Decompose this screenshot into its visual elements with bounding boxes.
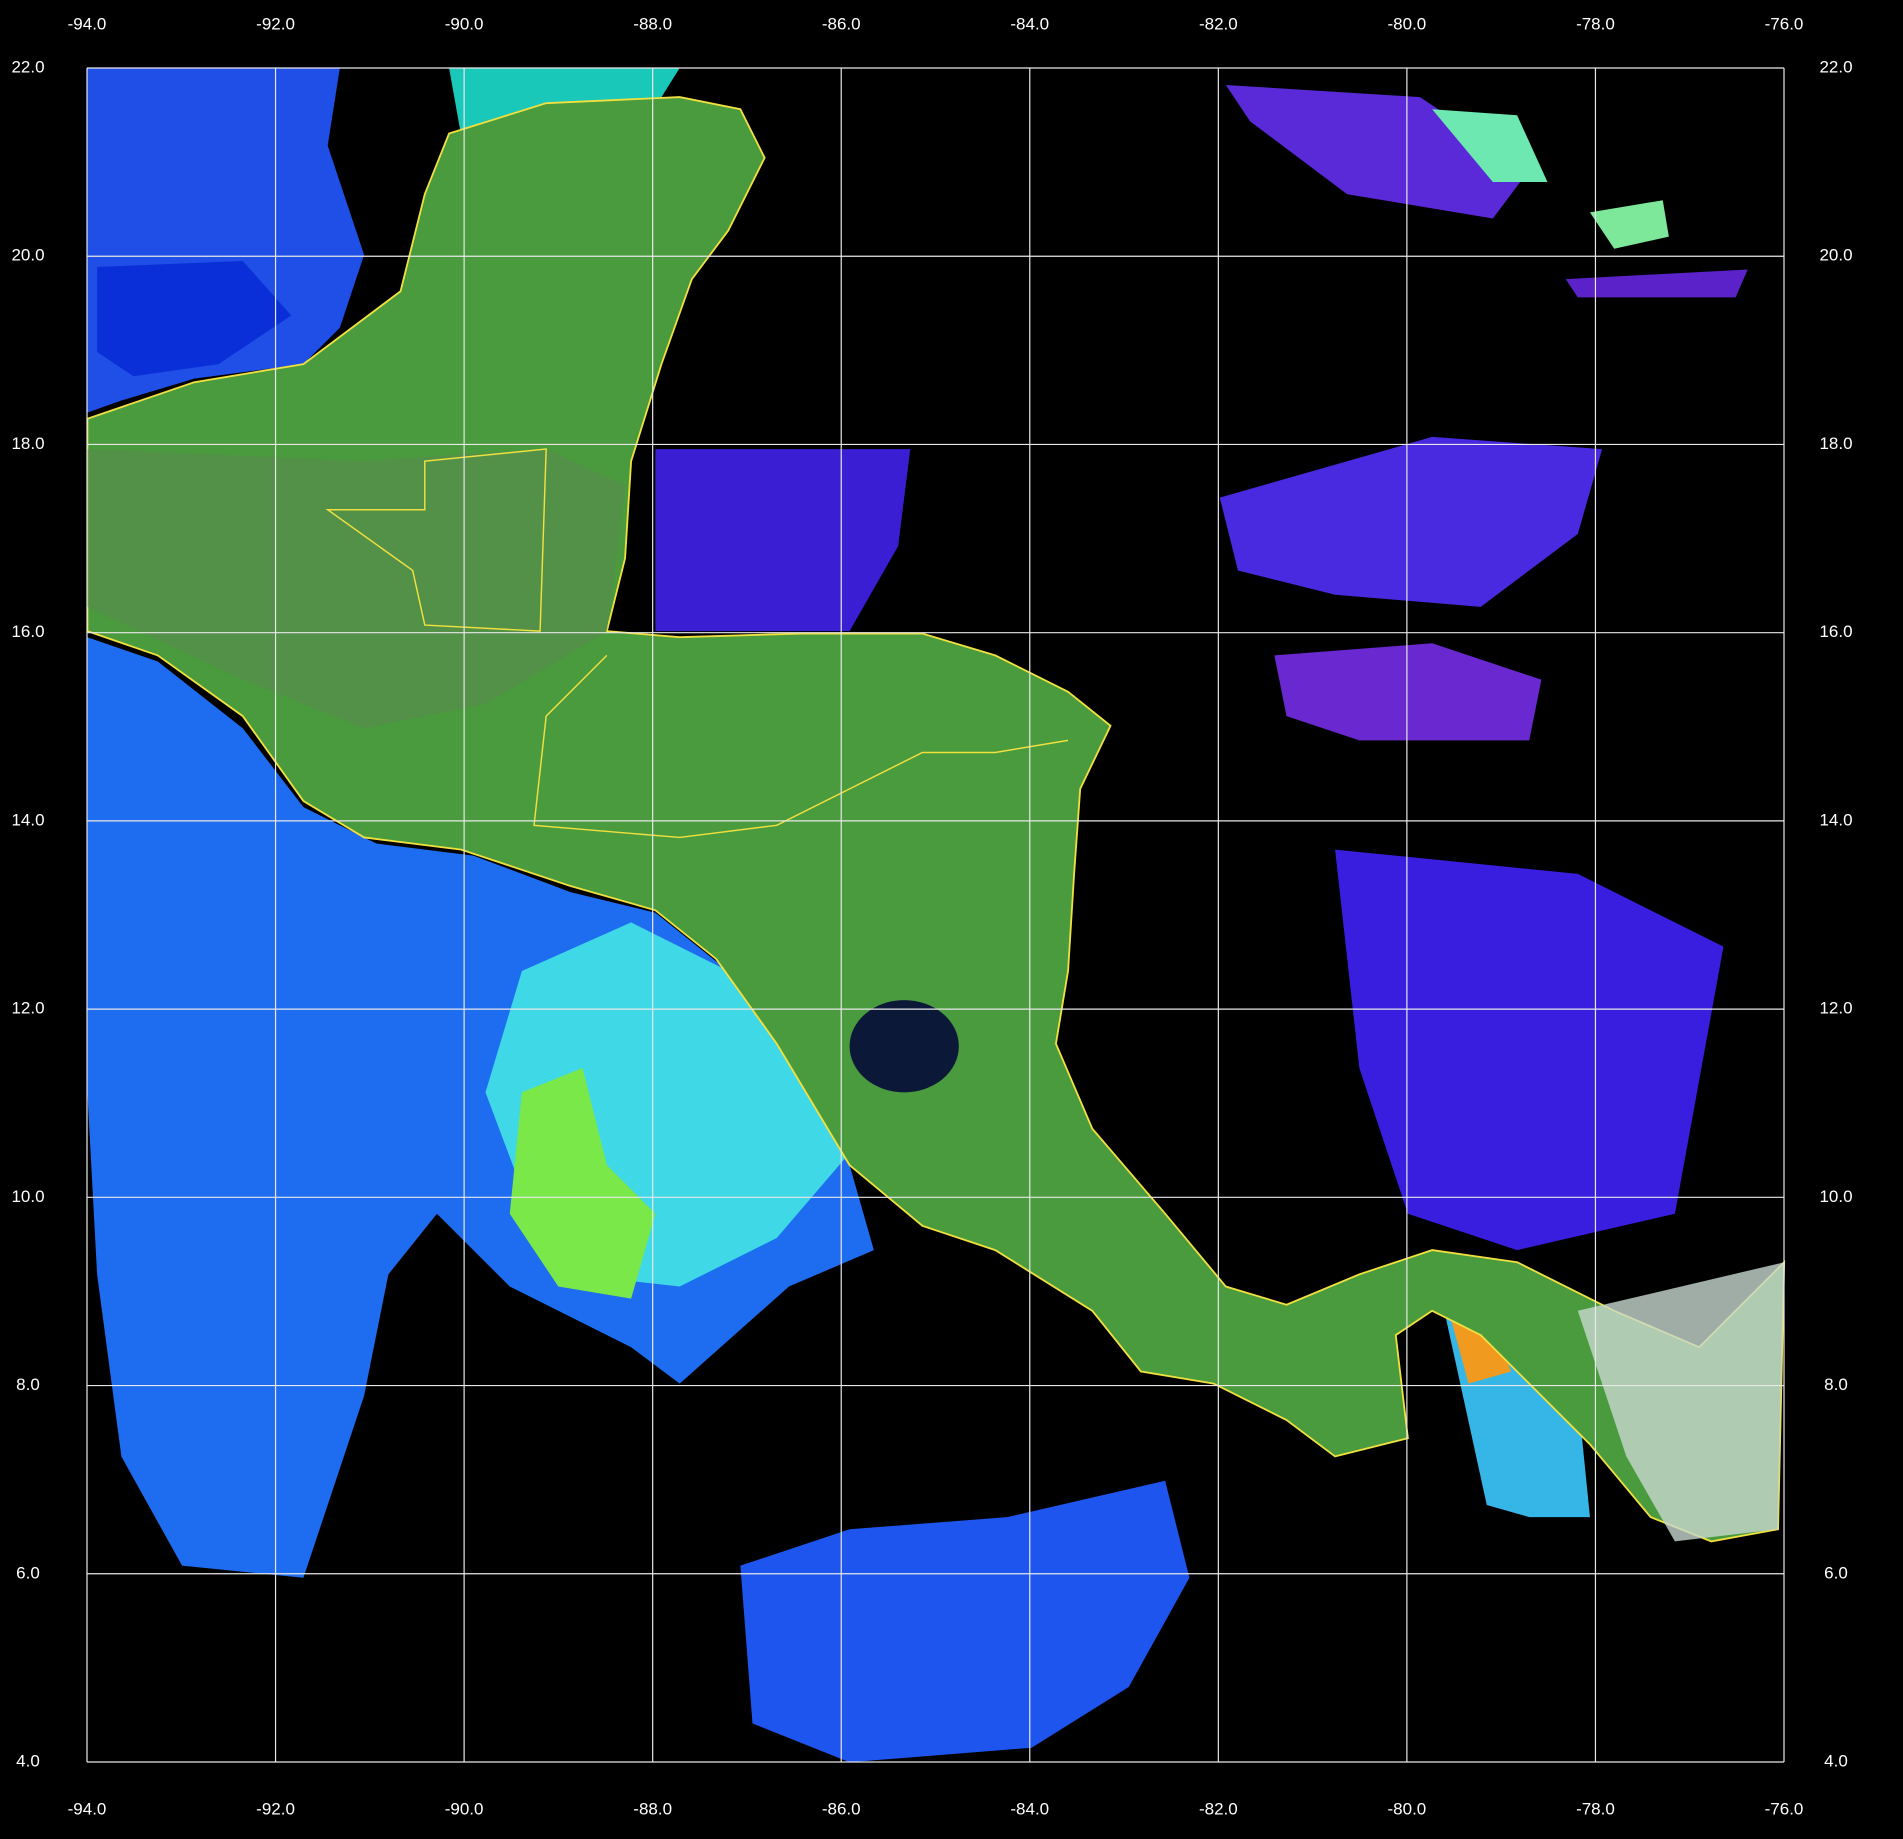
x-tick-label: -90.0 [445, 1799, 484, 1818]
cloud-patch [1589, 200, 1669, 249]
y-tick-label: 12.0 [11, 999, 44, 1018]
cloud-patch [1432, 109, 1548, 183]
x-tick-label: -84.0 [1010, 1799, 1049, 1818]
x-tick-label: -94.0 [68, 1799, 107, 1818]
y-tick-label: 8.0 [1824, 1375, 1848, 1394]
cloud-patch [1225, 84, 1530, 219]
x-tick-label: -82.0 [1199, 14, 1238, 33]
border [325, 448, 547, 632]
x-tick-label: -84.0 [1010, 14, 1049, 33]
y-tick-label: 10.0 [1819, 1187, 1852, 1206]
y-tick-label: 14.0 [1819, 810, 1852, 829]
cloud-patch [1274, 643, 1542, 741]
imagery [86, 67, 1786, 1763]
ocean-patch [509, 1068, 656, 1299]
ocean-patch [740, 1480, 1190, 1763]
cloud-patch [655, 449, 911, 632]
x-tick-label: -76.0 [1765, 14, 1804, 33]
y-tick-label: 16.0 [11, 622, 44, 641]
x-tick-label: -80.0 [1388, 1799, 1427, 1818]
y-tick-label: 10.0 [11, 1187, 44, 1206]
x-tick-label: -76.0 [1765, 1799, 1804, 1818]
x-tick-label: -80.0 [1388, 14, 1427, 33]
x-tick-label: -92.0 [256, 1799, 295, 1818]
x-tick-label: -82.0 [1199, 1799, 1238, 1818]
x-tick-label: -86.0 [822, 14, 861, 33]
y-tick-label: 8.0 [16, 1375, 40, 1394]
ocean-patch [97, 260, 292, 377]
cloud-over-land [1577, 1262, 1785, 1542]
x-tick-label: -86.0 [822, 1799, 861, 1818]
y-tick-label: 4.0 [16, 1751, 40, 1770]
y-tick-label: 16.0 [1819, 622, 1852, 641]
x-tick-label: -94.0 [68, 14, 107, 33]
cloud-patch [1565, 269, 1748, 298]
y-tick-label: 6.0 [1824, 1563, 1848, 1582]
y-tick-label: 4.0 [1824, 1751, 1848, 1770]
border [533, 654, 1069, 839]
x-tick-label: -88.0 [633, 1799, 672, 1818]
y-tick-label: 18.0 [11, 434, 44, 453]
y-tick-label: 12.0 [1819, 999, 1852, 1018]
y-tick-label: 18.0 [1819, 434, 1852, 453]
y-tick-label: 20.0 [1819, 246, 1852, 265]
x-tick-label: -88.0 [633, 14, 672, 33]
y-tick-label: 6.0 [16, 1563, 40, 1582]
y-tick-label: 20.0 [11, 246, 44, 265]
x-tick-label: -78.0 [1576, 1799, 1615, 1818]
y-tick-label: 22.0 [1819, 57, 1852, 76]
y-tick-label: 22.0 [11, 57, 44, 76]
y-tick-label: 14.0 [11, 810, 44, 829]
lake [849, 1000, 959, 1093]
land-shade [87, 449, 626, 729]
x-tick-label: -92.0 [256, 14, 295, 33]
cloud-patch [1219, 436, 1603, 607]
ocean-patch [87, 637, 874, 1578]
x-tick-label: -90.0 [445, 14, 484, 33]
cloud-patch [1335, 849, 1724, 1251]
x-tick-label: -78.0 [1576, 14, 1615, 33]
